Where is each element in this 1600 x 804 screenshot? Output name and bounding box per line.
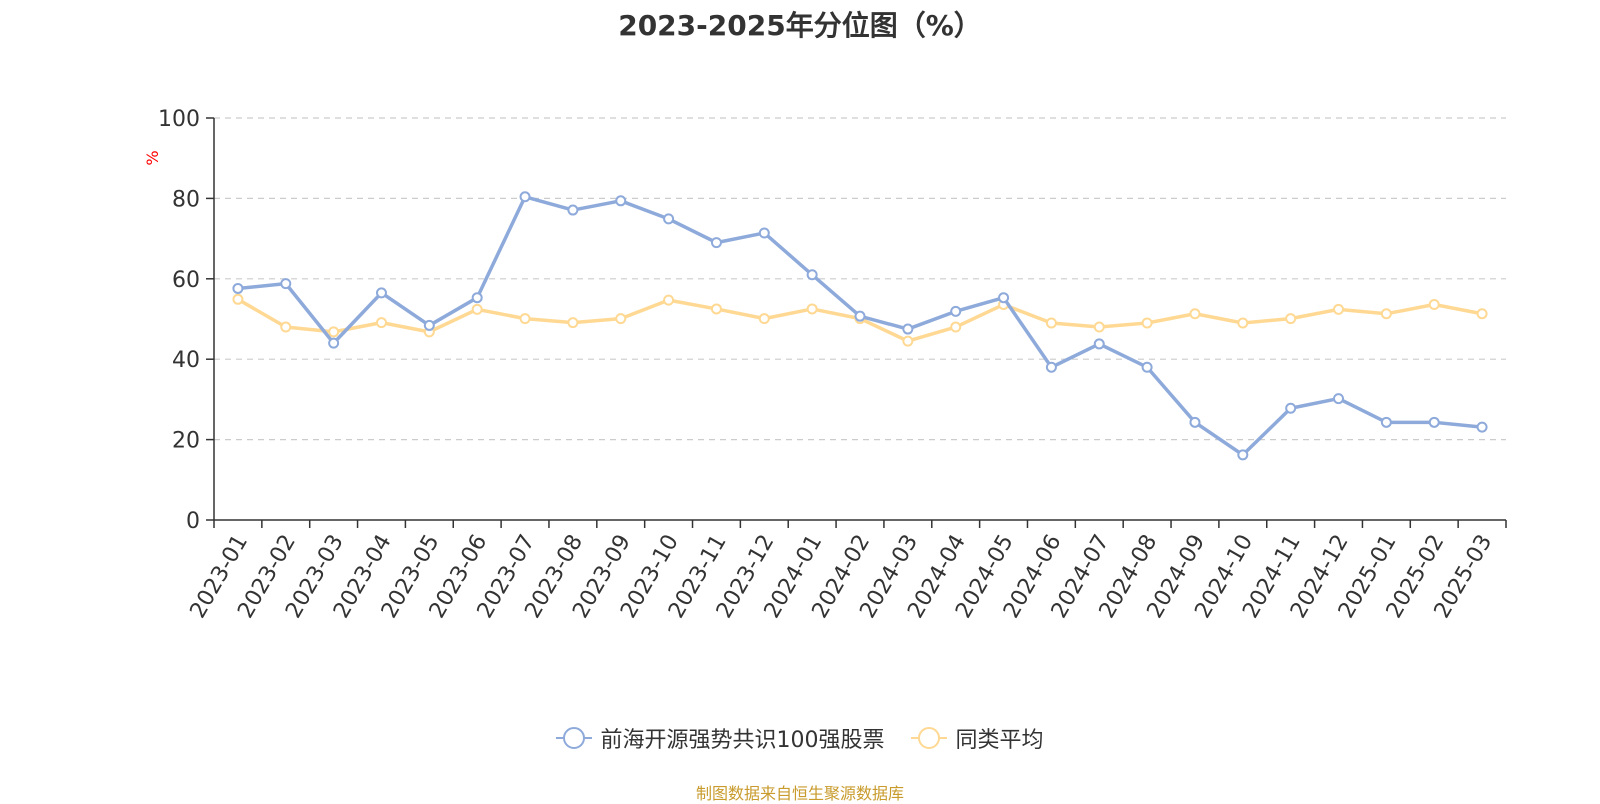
data-point-series-2	[232, 293, 244, 305]
data-point-series-1	[950, 305, 962, 317]
legend-marker-series-1	[556, 727, 593, 749]
data-point-series-1	[1141, 361, 1153, 373]
data-point-series-1	[1333, 393, 1345, 405]
data-point-series-2	[758, 313, 770, 325]
grid-lines	[214, 117, 1506, 441]
data-point-series-1	[471, 292, 483, 304]
data-point-series-1	[902, 323, 914, 335]
data-point-series-2	[1380, 308, 1392, 320]
data-point-series-1	[1428, 416, 1440, 428]
chart-title: 2023-2025年分位图（%）	[618, 9, 982, 42]
data-point-series-1	[280, 278, 292, 290]
data-point-series-1	[1045, 361, 1057, 373]
data-point-series-2	[1428, 299, 1440, 311]
data-point-series-2	[950, 321, 962, 333]
data-point-series-1	[1476, 421, 1488, 433]
y-tick-label: 40	[172, 348, 200, 373]
data-point-series-1	[567, 204, 579, 216]
data-point-series-2	[471, 303, 483, 315]
data-point-series-2	[567, 317, 579, 329]
legend-label-series-1: 前海开源强势共识100强股票	[600, 728, 885, 753]
y-tick-label: 60	[172, 268, 200, 293]
data-point-series-1	[998, 292, 1010, 304]
series-lines	[232, 191, 1488, 461]
data-point-series-1	[758, 227, 770, 239]
data-point-series-2	[1476, 308, 1488, 320]
legend-item-series-1[interactable]: 前海开源强势共识100强股票	[556, 722, 884, 754]
data-point-series-1	[710, 237, 722, 249]
data-point-series-1	[663, 213, 675, 225]
data-point-series-2	[1237, 317, 1249, 329]
legend-item-series-2[interactable]: 同类平均	[911, 722, 1044, 754]
data-point-series-1	[806, 269, 818, 281]
source-note: 制图数据来自恒生聚源数据库	[695, 784, 904, 803]
data-point-series-2	[710, 303, 722, 315]
data-point-series-2	[280, 321, 292, 333]
data-point-series-2	[1045, 317, 1057, 329]
legend-marker-series-2	[911, 727, 948, 749]
y-tick-label: 80	[172, 187, 200, 212]
data-point-series-1	[232, 282, 244, 294]
data-point-series-1	[375, 287, 387, 299]
legend: 前海开源强势共识100强股票 同类平均	[0, 722, 1600, 756]
y-tick-label: 100	[158, 107, 200, 132]
data-point-series-2	[902, 335, 914, 347]
data-point-series-2	[615, 313, 627, 325]
data-point-series-2	[1093, 321, 1105, 333]
data-point-series-2	[375, 317, 387, 329]
data-point-series-1	[519, 191, 531, 203]
data-point-series-2	[806, 303, 818, 315]
data-point-series-2	[663, 294, 675, 306]
data-point-series-2	[1285, 313, 1297, 325]
data-point-series-1	[1380, 416, 1392, 428]
data-point-series-2	[328, 326, 340, 338]
data-point-series-2	[1141, 317, 1153, 329]
data-point-series-2	[519, 313, 531, 325]
data-point-series-2	[1333, 303, 1345, 315]
data-point-series-1	[854, 310, 866, 322]
data-point-series-1	[328, 337, 340, 349]
data-point-series-1	[1189, 416, 1201, 428]
data-point-series-1	[1285, 402, 1297, 414]
legend-label-series-2: 同类平均	[955, 728, 1044, 753]
data-point-series-1	[1237, 449, 1249, 461]
data-point-series-1	[1093, 338, 1105, 350]
data-point-series-1	[423, 319, 435, 331]
axes: 0204060801002023-012023-022023-032023-04…	[158, 107, 1507, 623]
y-axis-label: %	[143, 150, 162, 165]
y-tick-label: 0	[186, 509, 200, 534]
data-point-series-1	[615, 195, 627, 207]
y-tick-label: 20	[172, 429, 200, 454]
data-point-series-2	[1189, 308, 1201, 320]
